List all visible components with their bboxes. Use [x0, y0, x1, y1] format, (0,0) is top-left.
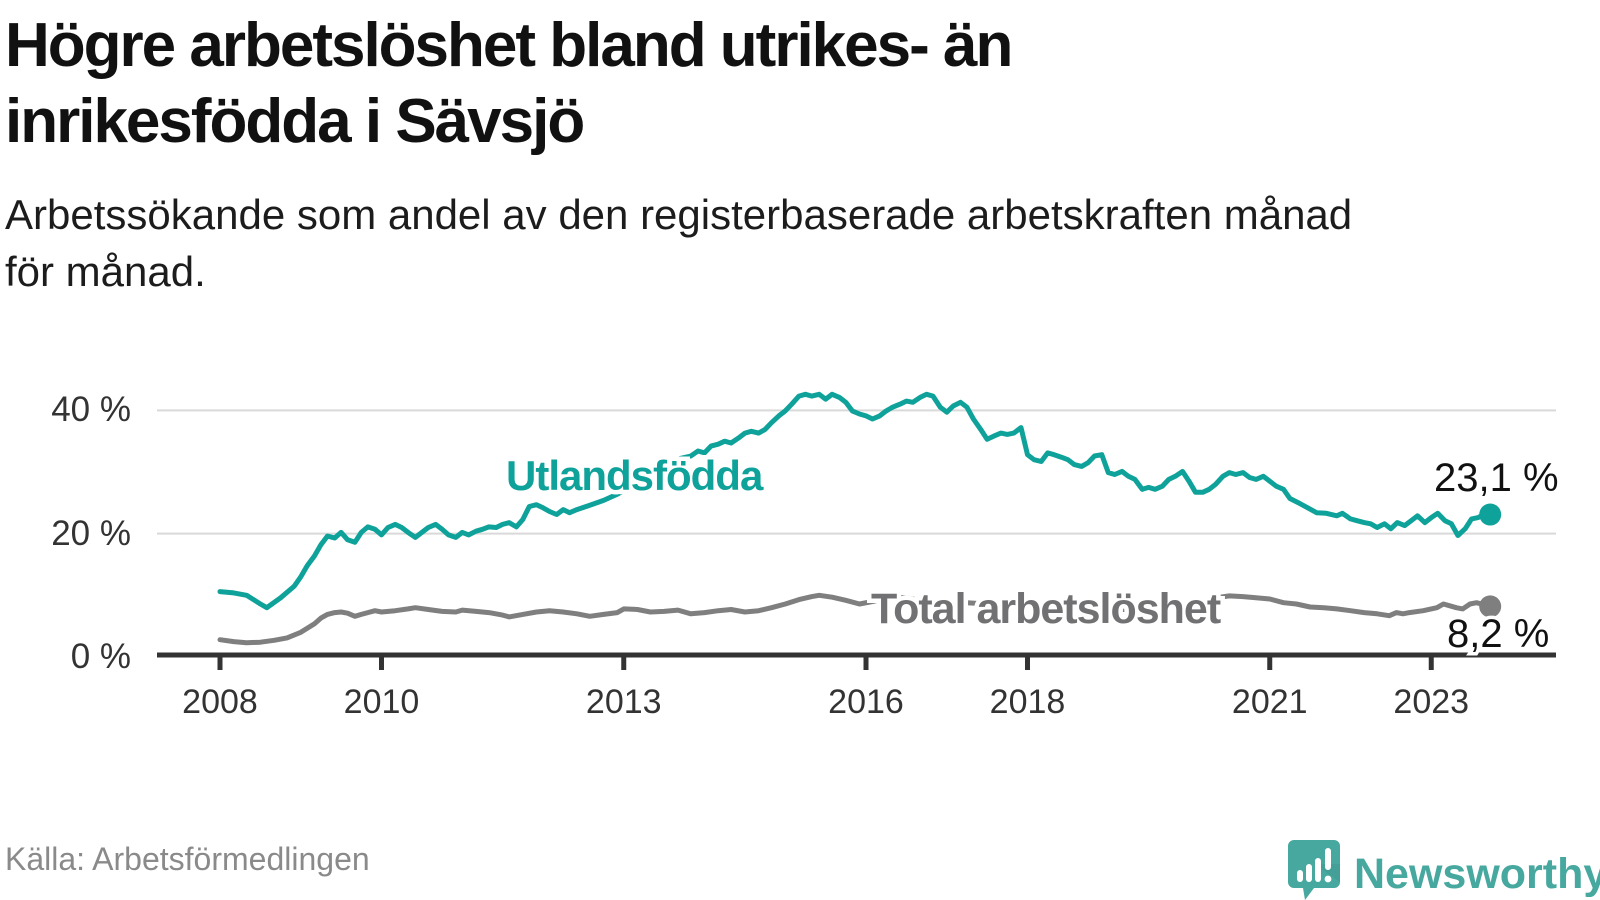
series-label-total-halo: Total arbetslöshet	[866, 581, 1225, 638]
end-value-label-total: 8,2 %	[1447, 612, 1550, 656]
y-tick-label-0: 0 %	[70, 637, 131, 676]
series-label-total: Total arbetslöshet	[871, 585, 1221, 633]
line-total-arbetsl-shet	[217, 592, 1493, 646]
chart-subtitle: Arbetssökande som andel av den registerb…	[5, 186, 1575, 300]
x-tick-label-2010: 2010	[343, 683, 420, 721]
x-tick-label-2023: 2023	[1393, 683, 1470, 721]
title-line-2: inrikesfödda i Sävsjö	[5, 87, 585, 156]
source-credit: Källa: Arbetsförmedlingen	[5, 841, 370, 877]
end-dot-utlandsf-dda	[1479, 503, 1502, 526]
y-tick-label-40: 40 %	[51, 390, 131, 430]
series-label-utlandsfodda: Utlandsfödda	[506, 452, 763, 499]
end-value-label-utlandsfodda: 23,1 %	[1434, 456, 1559, 500]
brand-name: Newsworthy	[1354, 850, 1600, 898]
line-utlandsf-dda	[217, 391, 1493, 611]
end-dot-total-arbetsl-shet	[1479, 595, 1502, 618]
newsworthy-logo-icon	[1288, 840, 1340, 900]
page-title: Högre arbetslöshet bland utrikes- än inri…	[5, 8, 1485, 160]
x-tick-label-2013: 2013	[585, 683, 662, 721]
x-tick-label-2016: 2016	[828, 683, 904, 721]
x-tick-label-2018: 2018	[989, 683, 1066, 721]
subtitle-line-2: för månad.	[5, 248, 206, 295]
series-label-utlandsfodda-halo: Utlandsfödda	[501, 448, 767, 504]
end-value-label-total-halo: 8,2 %	[1443, 609, 1552, 660]
subtitle-line-1: Arbetssökande som andel av den registerb…	[5, 191, 1353, 238]
y-tick-label-20: 20 %	[51, 513, 131, 553]
x-tick-label-2008: 2008	[182, 683, 258, 721]
x-tick-label-2021: 2021	[1231, 683, 1308, 721]
title-line-1: Högre arbetslöshet bland utrikes- än	[5, 11, 1013, 80]
